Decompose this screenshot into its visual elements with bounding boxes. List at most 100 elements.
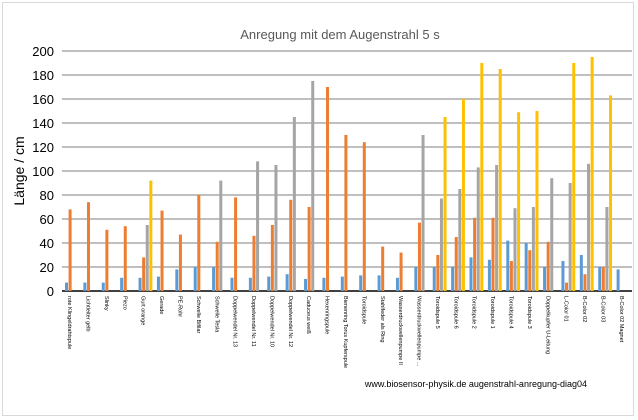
x-tick-label: B-Color 02: [581, 296, 587, 322]
x-tick-label: Doppelwendel Nr. 11: [250, 296, 256, 347]
x-tick-label: Wasserdruckwellenpumpe II: [397, 296, 403, 365]
bar-series-4: [498, 69, 502, 291]
x-tick-label: Stahlfeder als Ring: [379, 296, 385, 342]
bar-series-2: [381, 246, 385, 291]
y-tick-label: 100: [32, 164, 54, 179]
bar-series-1: [120, 277, 124, 291]
bar-series-3: [274, 165, 278, 291]
bar-series-4: [149, 180, 153, 291]
bar-series-2: [583, 274, 587, 291]
bar-series-1: [285, 274, 289, 291]
bar-series-2: [509, 261, 513, 291]
x-tick-label: B-Color 03: [599, 296, 605, 322]
x-tick-label: B-Color 02 Magnet: [618, 296, 624, 343]
y-tick-label: 140: [32, 116, 54, 131]
bar-series-3: [421, 135, 425, 291]
bar-series-1: [469, 257, 473, 291]
bar-series-2: [270, 225, 274, 291]
bar-series-2: [601, 267, 605, 291]
bar-series-4: [572, 63, 576, 291]
bar-series-1: [193, 267, 197, 291]
bar-series-2: [68, 209, 72, 291]
bar-series-3: [605, 207, 609, 291]
bar-series-2: [178, 234, 182, 291]
bar-series-3: [531, 207, 535, 291]
bar-series-1: [230, 277, 234, 291]
footer-text: www.biosensor-physik.de augenstrahl-anre…: [364, 379, 587, 389]
bar-series-2: [142, 257, 146, 291]
bar-series-2: [105, 229, 109, 291]
bar-series-1: [248, 277, 252, 291]
bar-series-2: [417, 222, 421, 291]
y-tick-label: 60: [40, 212, 54, 227]
x-tick-label: PE-Rohr: [177, 296, 183, 317]
y-tick-label: 20: [40, 260, 54, 275]
bar-series-1: [175, 269, 179, 291]
x-tick-label: Toroidspule 5: [434, 296, 440, 329]
bars: [65, 57, 620, 292]
bar-series-1: [451, 267, 455, 291]
bar-series-3: [292, 117, 296, 291]
bar-series-4: [590, 57, 594, 291]
bar-series-4: [517, 112, 521, 291]
bar-series-2: [436, 255, 440, 291]
bar-series-2: [491, 217, 495, 291]
y-tick-label: 200: [32, 44, 54, 59]
bar-series-4: [535, 111, 539, 291]
bar-series-1: [561, 261, 565, 291]
bar-series-2: [86, 202, 90, 291]
chart-title: Anregung mit dem Augenstrahl 5 s: [240, 27, 440, 42]
bar-series-1: [598, 267, 602, 291]
bar-series-1: [304, 279, 308, 291]
x-tick-label: Bienenring Torus Kupferspule: [342, 296, 348, 368]
x-tick-label: Caduceus weiß: [305, 296, 311, 335]
bar-series-3: [550, 178, 554, 291]
bar-series-1: [65, 282, 68, 291]
bar-series-2: [362, 142, 366, 291]
bar-series-3: [568, 183, 572, 291]
bar-series-3: [476, 167, 480, 291]
bar-series-2: [399, 252, 403, 291]
x-tick-label: Slinky: [103, 296, 109, 311]
x-tick-label: Doppelkupfer U-Leitung: [544, 296, 550, 354]
y-tick-label: 180: [32, 68, 54, 83]
bar-series-4: [480, 63, 484, 291]
y-tick-label: 40: [40, 236, 54, 251]
x-tick-label: Gerade: [158, 296, 164, 314]
y-tick-label: 160: [32, 92, 54, 107]
bar-series-2: [326, 87, 330, 291]
bar-series-1: [506, 240, 510, 291]
bar-series-2: [123, 226, 127, 291]
bar-series-1: [340, 276, 344, 291]
bar-series-1: [212, 267, 216, 291]
x-tick-label: Toroidspule: [360, 296, 366, 324]
bar-series-2: [528, 250, 532, 291]
bar-series-1: [395, 277, 399, 291]
bar-series-1: [377, 275, 381, 291]
bar-series-1: [432, 267, 436, 291]
y-tick-label: 120: [32, 140, 54, 155]
bar-series-2: [454, 237, 458, 291]
y-axis-label: Länge / cm: [11, 136, 27, 205]
x-tick-label: Doppelwendel Nr. 12: [287, 296, 293, 347]
x-tick-label: Toroidspule 1: [489, 296, 495, 329]
bar-series-2: [289, 199, 293, 291]
bar-series-4: [461, 99, 465, 291]
x-tick-label: Gurt orange: [140, 296, 146, 325]
bar-series-1: [543, 267, 547, 291]
bar-series-1: [156, 276, 160, 291]
bar-series-1: [322, 277, 326, 291]
bar-series-1: [83, 282, 87, 291]
bar-series-1: [616, 269, 620, 291]
bar-series-3: [145, 225, 149, 291]
bar-series-2: [215, 241, 219, 291]
x-tick-label: Toroidspule 2: [471, 296, 477, 329]
bar-series-1: [487, 259, 491, 291]
y-tick-label: 0: [47, 284, 54, 299]
x-tick-label: Hexenringspule: [324, 296, 330, 334]
bar-series-3: [219, 180, 223, 291]
bar-series-2: [234, 197, 238, 291]
x-tick-label: Toroidspule 3: [526, 296, 532, 329]
x-tick-label: Schwelle Bifilar: [195, 296, 201, 333]
